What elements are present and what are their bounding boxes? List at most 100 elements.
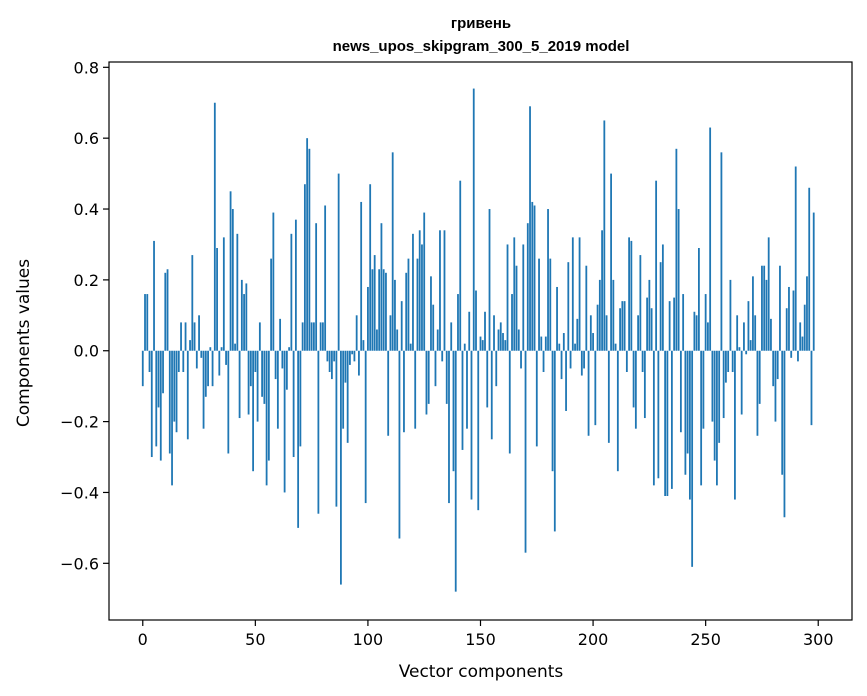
bar bbox=[380, 223, 383, 351]
bar bbox=[576, 318, 579, 351]
bar bbox=[423, 212, 426, 351]
bar bbox=[792, 290, 795, 351]
x-tick-label: 200 bbox=[578, 630, 609, 649]
bar bbox=[549, 258, 552, 351]
bar bbox=[738, 347, 741, 351]
bar bbox=[479, 336, 482, 351]
bar bbox=[774, 350, 777, 422]
bar bbox=[583, 350, 585, 369]
bar bbox=[238, 350, 241, 419]
bar bbox=[414, 350, 417, 429]
bar bbox=[524, 350, 527, 553]
bar bbox=[283, 350, 286, 493]
bar bbox=[355, 315, 358, 351]
bar bbox=[337, 173, 340, 351]
bar bbox=[574, 343, 576, 351]
bar bbox=[650, 308, 653, 351]
bar bbox=[686, 350, 689, 454]
bar bbox=[698, 248, 700, 351]
bar bbox=[776, 350, 779, 380]
bar bbox=[281, 350, 284, 369]
bar bbox=[265, 350, 268, 486]
bar bbox=[180, 322, 182, 351]
bar bbox=[565, 350, 567, 411]
bar bbox=[594, 350, 597, 426]
bar bbox=[225, 350, 227, 365]
x-tick-label: 150 bbox=[465, 630, 496, 649]
bar bbox=[704, 294, 707, 351]
bar bbox=[373, 255, 376, 351]
bar bbox=[560, 350, 563, 380]
bar bbox=[740, 350, 743, 415]
bar bbox=[652, 350, 655, 486]
bar bbox=[171, 350, 173, 486]
bar bbox=[538, 258, 540, 351]
bar bbox=[716, 350, 718, 486]
y-tick-label: 0.4 bbox=[74, 200, 99, 219]
bar bbox=[141, 350, 144, 387]
x-axis-ticks: 0 50 100 150 200 250 300 bbox=[138, 620, 834, 649]
bar bbox=[351, 350, 354, 355]
bar bbox=[571, 237, 574, 351]
bar bbox=[619, 308, 621, 351]
x-tick-label: 0 bbox=[138, 630, 148, 649]
bar bbox=[761, 265, 763, 351]
bar bbox=[779, 265, 781, 351]
bar bbox=[567, 262, 570, 351]
bar bbox=[797, 350, 799, 362]
y-tick-label: −0.4 bbox=[60, 483, 99, 502]
bar bbox=[144, 294, 146, 351]
bar bbox=[301, 322, 304, 351]
bar bbox=[587, 350, 590, 436]
bar bbox=[720, 152, 723, 351]
bar bbox=[333, 350, 336, 362]
bar bbox=[727, 350, 730, 372]
bar bbox=[702, 350, 705, 429]
bar bbox=[668, 301, 671, 351]
y-tick-label: 0.8 bbox=[74, 58, 99, 77]
bar bbox=[709, 127, 712, 351]
y-axis-ticks: −0.6 −0.4 −0.2 0.0 0.2 0.4 0.6 0.8 bbox=[60, 58, 109, 573]
bar bbox=[535, 350, 538, 447]
bar bbox=[227, 350, 230, 454]
bar bbox=[299, 350, 302, 447]
bar bbox=[308, 148, 311, 351]
bar bbox=[736, 315, 739, 351]
bar bbox=[175, 350, 178, 433]
bar bbox=[166, 269, 169, 351]
bar bbox=[743, 322, 745, 351]
bar bbox=[713, 350, 716, 461]
bar bbox=[153, 240, 155, 351]
bar bbox=[794, 166, 797, 351]
y-tick-label: −0.6 bbox=[60, 554, 99, 573]
bar bbox=[666, 350, 669, 496]
bar bbox=[168, 350, 171, 454]
bar bbox=[263, 350, 266, 404]
bars-group bbox=[141, 88, 815, 592]
bar bbox=[234, 343, 236, 351]
bar bbox=[452, 350, 455, 472]
bar bbox=[288, 347, 291, 351]
bar bbox=[211, 350, 214, 387]
bar bbox=[385, 272, 387, 351]
bar bbox=[684, 350, 687, 475]
bar bbox=[434, 350, 437, 387]
bar bbox=[522, 244, 525, 351]
bar bbox=[285, 350, 288, 390]
bar bbox=[508, 350, 511, 454]
bar bbox=[540, 336, 543, 351]
bar bbox=[643, 350, 646, 419]
bar bbox=[526, 223, 529, 351]
bar bbox=[677, 209, 680, 351]
bar bbox=[722, 350, 725, 419]
bar bbox=[754, 315, 757, 351]
bar bbox=[578, 237, 581, 351]
bar bbox=[164, 272, 167, 351]
x-axis-label: Vector components bbox=[399, 662, 564, 682]
bar bbox=[371, 269, 374, 351]
bar bbox=[391, 152, 394, 351]
bar bbox=[450, 322, 453, 351]
bar bbox=[623, 301, 626, 351]
bar bbox=[616, 350, 619, 472]
bar bbox=[432, 304, 435, 351]
